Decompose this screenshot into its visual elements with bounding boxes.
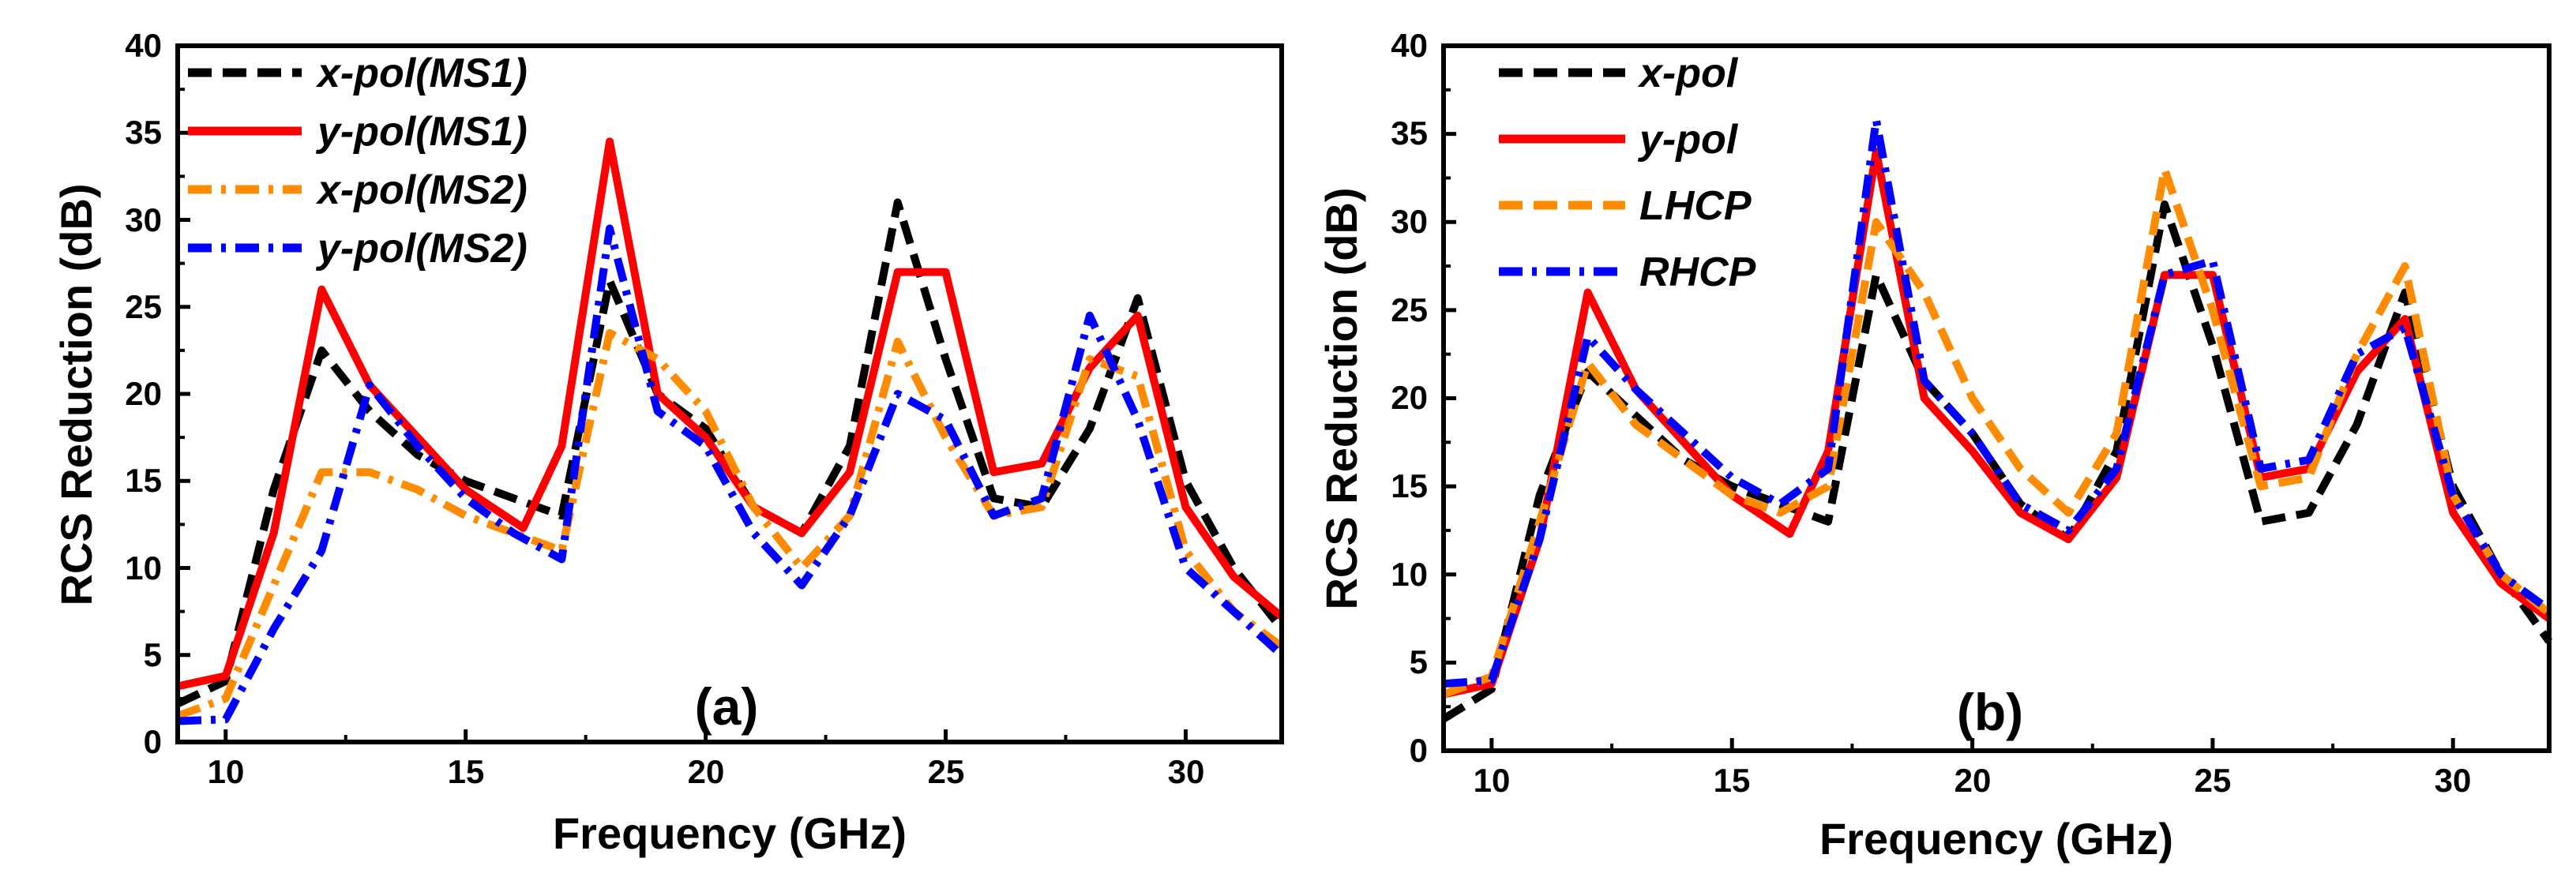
x-tick-label: 30 [1168,753,1205,790]
y-tick-label: 30 [1391,203,1428,240]
y-axis-label: RCS Reduction (dB) [1316,187,1366,609]
legend-label: y-pol(MS2) [315,226,528,272]
y-tick-label: 40 [1391,27,1428,64]
y-tick-label: 30 [125,201,162,238]
x-axis-label: Frequency (GHz) [1819,814,2173,864]
y-tick-label: 20 [1391,379,1428,416]
chart-panel-a: 0 5 10 15 20 25 30 35 40 10 15 20 25 30 … [51,27,1285,858]
series-line-x-pol [1441,200,2553,723]
chart-panel-b: 0 5 10 15 20 25 30 35 40 10 15 20 25 30 … [1316,27,2553,864]
x-axis-label: Frequency (GHz) [553,808,907,858]
panel-label-a: (a) [695,677,759,736]
legend-label: LHCP [1639,183,1752,229]
legend-entry: y-pol(MS1) [188,109,528,155]
y-tick-label: 35 [1391,114,1428,152]
x-tick-label: 25 [2195,762,2232,799]
legend-entry: y-pol [1499,117,1739,163]
series-line-lhcp [1442,165,2552,699]
legend-label: x-pol(MS1) [315,51,528,96]
legend-label: x-pol(MS2) [315,167,528,213]
series-line-y-pol-ms1 [176,137,1285,691]
legend-entry: x-pol(MS1) [188,51,528,96]
panel-label-b: (b) [1957,683,2023,741]
x-tick-label: 20 [1955,762,1992,799]
x-tick-label: 15 [1714,762,1751,799]
y-tick-label: 0 [1410,732,1428,769]
legend-a: x-pol(MS1) y-pol(MS1) x-pol(MS2) y-pol(M… [188,51,528,272]
x-tick-label: 10 [208,753,245,790]
series-group-b [1441,115,2553,723]
series-line-x-pol-ms2 [176,328,1284,720]
x-tick-label: 10 [1474,762,1511,799]
y-tick-label: 40 [125,27,162,64]
y-tick-label: 5 [144,636,162,673]
y-axis-label: RCS Reduction (dB) [51,183,101,605]
x-tick-label: 20 [688,753,725,790]
legend-label: y-pol [1637,117,1739,163]
legend-entry: x-pol(MS2) [188,167,528,213]
y-tick-label: 10 [125,549,162,587]
y-tick-label: 25 [1391,291,1428,328]
x-tick-label: 30 [2435,762,2472,799]
legend-b: x-pol y-pol LHCP RHCP [1499,51,1756,295]
y-tick-label: 0 [144,723,162,760]
plot-frame-b [1441,43,2552,753]
legend-entry: LHCP [1499,183,1752,229]
x-tick-label: 25 [928,753,965,790]
legend-label: x-pol [1637,51,1739,96]
y-tick-label: 15 [1391,467,1428,504]
y-tick-label: 35 [125,114,162,151]
legend-label: y-pol(MS1) [315,109,528,155]
series-line-y-pol-ms2 [177,224,1285,725]
legend-entry: RHCP [1499,249,1756,295]
y-tick-label: 10 [1391,556,1428,593]
legend-entry: x-pol [1499,51,1739,96]
y-tick-label: 15 [125,462,162,499]
legend-entry: y-pol(MS2) [188,226,528,272]
legend-label: RHCP [1639,249,1756,295]
x-tick-label: 15 [448,753,485,790]
tick-marks-a [178,43,1188,744]
tick-marks-b [1444,43,2455,753]
series-line-y-pol [1442,148,2552,699]
y-tick-label: 5 [1410,643,1428,680]
series-group-a [175,137,1285,725]
y-tick-label: 25 [125,288,162,325]
y-tick-label: 20 [125,375,162,412]
